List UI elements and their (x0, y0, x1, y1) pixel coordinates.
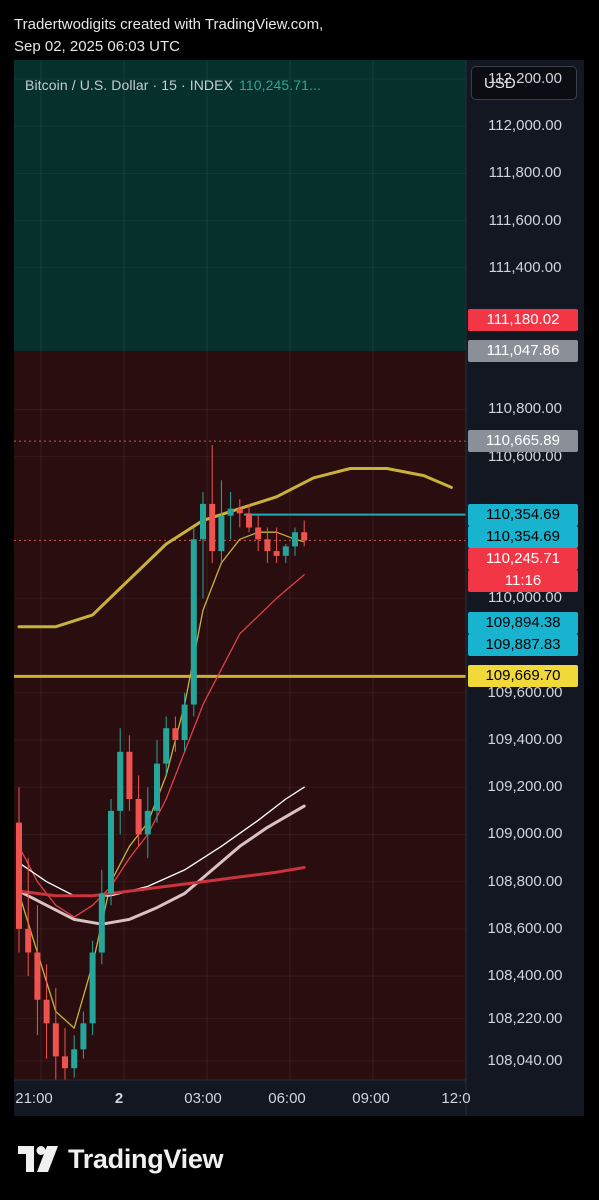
supply-zone (14, 60, 466, 351)
price-tick-label: 109,600.00 (487, 683, 563, 701)
author-line: Tradertwodigits created with TradingView… (14, 16, 324, 33)
time-tick-label: 12:0 (441, 1090, 471, 1107)
candle-body (292, 532, 298, 547)
timestamp-line: Sep 02, 2025 06:03 UTC (14, 38, 180, 55)
candle-body (209, 503, 216, 552)
price-tick-label: 112,000.00 (488, 117, 562, 135)
price-tick-label: 109,400.00 (487, 731, 563, 748)
price-tick-label: 108,220.00 (487, 1009, 563, 1027)
candle-body (172, 728, 179, 740)
grid-layer (14, 60, 466, 1080)
candle-body (273, 551, 280, 556)
price-tick-label: 110,800.00 (488, 400, 562, 418)
price-tick-label: 111,600.00 (488, 211, 562, 229)
price-tick-label: 109,000.00 (487, 825, 563, 843)
candle-body (264, 539, 271, 552)
price-tick-label: 108,800.00 (487, 872, 563, 890)
price-label: 109,669.70 (468, 665, 578, 688)
candle-body (200, 503, 206, 540)
candles-layer (16, 444, 308, 1080)
candle-body (25, 928, 32, 953)
candle-body (282, 546, 289, 556)
candle-body (181, 704, 188, 740)
symbol-legend[interactable]: Bitcoin / U.S. Dollar · 15 · INDEX 110,24… (25, 77, 321, 93)
candle-body (190, 539, 197, 705)
symbol-last-price: 110,245.71... (239, 77, 322, 93)
candle-body (236, 508, 243, 514)
moving-average-line (17, 804, 306, 926)
candle-body (135, 799, 142, 835)
time-tick-label: 2 (114, 1090, 124, 1107)
price-label: 110,354.69 (468, 503, 578, 526)
price-label: 110,665.89 (468, 430, 578, 453)
time-tick-label: 06:00 (268, 1090, 306, 1107)
candle-body (108, 810, 114, 894)
candle-body (255, 527, 262, 540)
candle-body (126, 751, 133, 800)
candle-body (34, 952, 41, 1000)
candle-body (62, 1056, 68, 1069)
candle-body (218, 515, 225, 552)
candle-body (16, 822, 22, 929)
demand-zone (14, 350, 466, 1080)
price-tick-label: 108,600.00 (487, 919, 563, 937)
currency-button[interactable]: USD (471, 66, 577, 100)
price-label: 111,047.86 (468, 339, 578, 362)
candle-body (163, 728, 170, 764)
price-tick-label: 109,200.00 (487, 778, 563, 796)
symbol-name: Bitcoin / U.S. Dollar · 15 · INDEX (25, 77, 234, 93)
price-tick-label: 112,200.00 (488, 69, 562, 87)
moving-average-line (18, 786, 305, 897)
price-label: 110,354.69 (468, 525, 578, 548)
candle-body (71, 1049, 78, 1069)
time-tick-label: 09:00 (352, 1090, 390, 1107)
price-tick-label: 110,000.00 (488, 589, 562, 607)
brand-name: TradingView (68, 1143, 224, 1174)
time-tick-label: 03:00 (184, 1090, 222, 1107)
price-tick-label: 108,400.00 (487, 967, 563, 985)
candle-body (98, 893, 105, 953)
candle-body (227, 508, 234, 516)
candle-body (80, 1023, 87, 1050)
price-label: 111,180.02 (468, 308, 578, 331)
chart-frame[interactable]: Bitcoin / U.S. Dollar · 15 · INDEX 110,24… (14, 60, 584, 1116)
price-label: 11:16 (468, 569, 578, 592)
candle-body (89, 952, 96, 1024)
candle-body (154, 763, 160, 811)
price-label: 109,887.83 (468, 634, 578, 657)
price-tick-label: 111,800.00 (488, 164, 562, 182)
price-label: 109,894.38 (468, 612, 578, 635)
candle-body (301, 532, 308, 541)
chart-header: Tradertwodigits created with TradingView… (14, 14, 584, 58)
tradingview-logo[interactable]: TradingView (18, 1142, 224, 1176)
chart-canvas[interactable] (14, 60, 584, 1116)
candle-body (144, 810, 151, 835)
candle-body (246, 513, 252, 528)
candle-body (43, 999, 50, 1024)
candle-body (117, 751, 124, 811)
price-tick-label: 108,040.00 (487, 1052, 563, 1070)
tradingview-logo-icon (18, 1146, 58, 1172)
candle-body (52, 1023, 59, 1057)
price-tick-label: 111,400.00 (488, 258, 562, 276)
time-tick-label: 21:00 (15, 1090, 53, 1107)
zones-layer (14, 60, 466, 1080)
moving-average-line (17, 866, 306, 898)
price-label: 110,245.71 (468, 547, 578, 570)
levels-layer (14, 440, 466, 678)
